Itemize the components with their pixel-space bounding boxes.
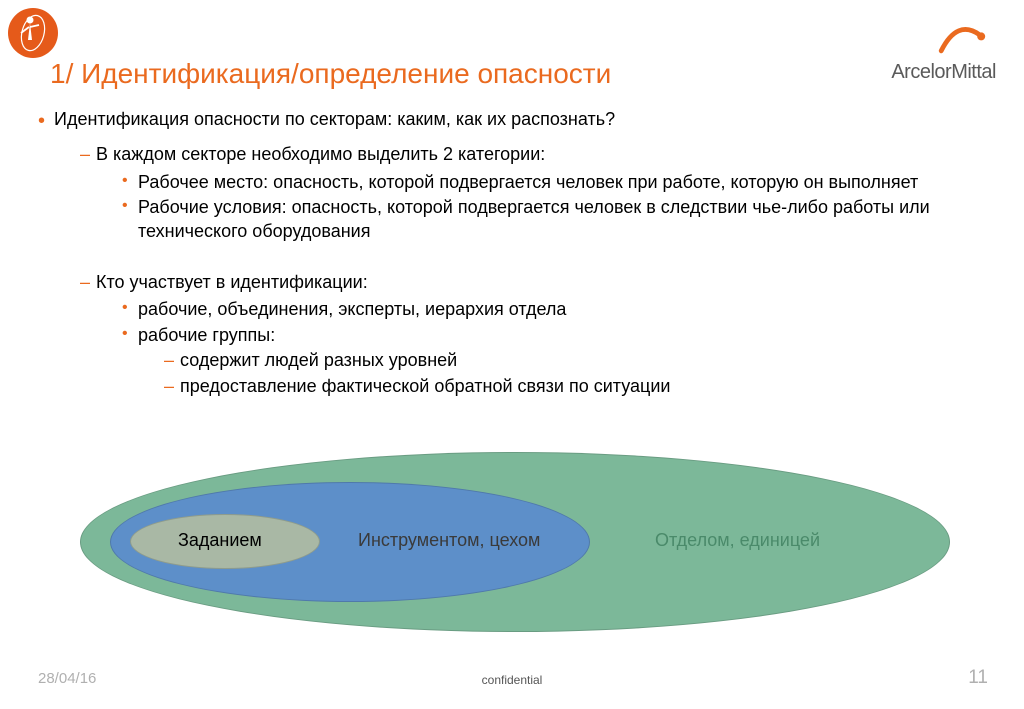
ellipse-outer-label: Отделом, единицей (655, 530, 820, 551)
bullet-text: содержит людей разных уровней (180, 350, 457, 370)
nested-ellipse-diagram: Заданием Инструментом, цехом Отделом, ед… (80, 452, 950, 632)
footer-page-number: 11 (968, 667, 988, 689)
logo-text: ArcelorMittal (891, 61, 996, 84)
bullet-l3: рабочие группы: содержит людей разных ур… (96, 324, 994, 398)
slide-content: Идентификация опасности по секторам: как… (38, 108, 994, 406)
bullet-text: В каждом секторе необходимо выделить 2 к… (96, 144, 545, 164)
bullet-text: предоставление фактической обратной связ… (180, 376, 670, 396)
bullet-l4: предоставление фактической обратной связ… (138, 375, 994, 398)
ellipse-mid-label: Инструментом, цехом (358, 530, 540, 551)
bullet-l4: содержит людей разных уровней (138, 349, 994, 372)
bullet-text: Кто участвует в идентификации: (96, 272, 368, 292)
bullet-text: рабочие, объединения, эксперты, иерархия… (138, 299, 566, 319)
footer-confidential: confidential (482, 673, 543, 687)
bullet-l3: рабочие, объединения, эксперты, иерархия… (96, 298, 994, 321)
foundation-logo (5, 5, 61, 61)
brand-a: Arcelor (891, 61, 951, 83)
slide-title: 1/ Идентификация/определение опасности (50, 58, 611, 90)
brand-b: Mittal (951, 61, 996, 83)
bullet-text: Рабочие условия: опасность, которой подв… (138, 197, 930, 240)
bullet-l2: Кто участвует в идентификации: рабочие, … (54, 271, 994, 398)
ellipse-inner-label: Заданием (178, 530, 262, 551)
bullet-l2: В каждом секторе необходимо выделить 2 к… (54, 143, 994, 243)
footer-date: 28/04/16 (38, 670, 96, 687)
bullet-text: Рабочее место: опасность, которой подвер… (138, 172, 918, 192)
bullet-text: рабочие группы: (138, 325, 275, 345)
bullet-l1: Идентификация опасности по секторам: как… (38, 108, 994, 398)
bullet-text: Идентификация опасности по секторам: как… (54, 109, 615, 129)
bullet-l3: Рабочие условия: опасность, которой подв… (96, 196, 994, 243)
arcelormittal-logo: ArcelorMittal (891, 20, 996, 84)
bullet-l3: Рабочее место: опасность, которой подвер… (96, 171, 994, 194)
logo-arc-icon (938, 20, 986, 56)
